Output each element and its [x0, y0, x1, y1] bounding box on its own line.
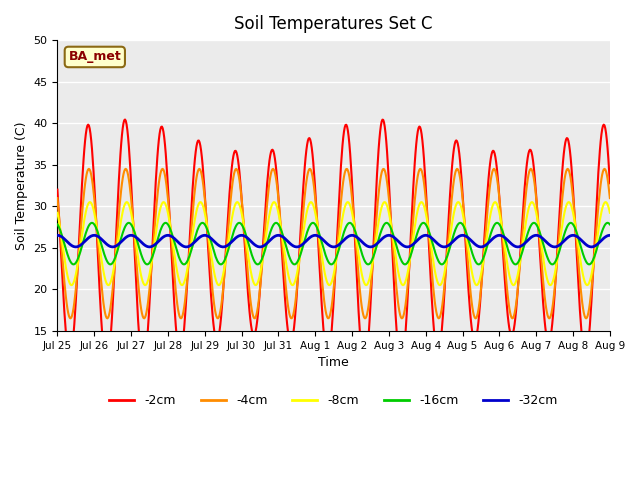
Title: Soil Temperatures Set C: Soil Temperatures Set C	[234, 15, 433, 33]
Text: BA_met: BA_met	[68, 50, 121, 63]
Legend: -2cm, -4cm, -8cm, -16cm, -32cm: -2cm, -4cm, -8cm, -16cm, -32cm	[104, 389, 563, 412]
Y-axis label: Soil Temperature (C): Soil Temperature (C)	[15, 121, 28, 250]
X-axis label: Time: Time	[318, 356, 349, 369]
